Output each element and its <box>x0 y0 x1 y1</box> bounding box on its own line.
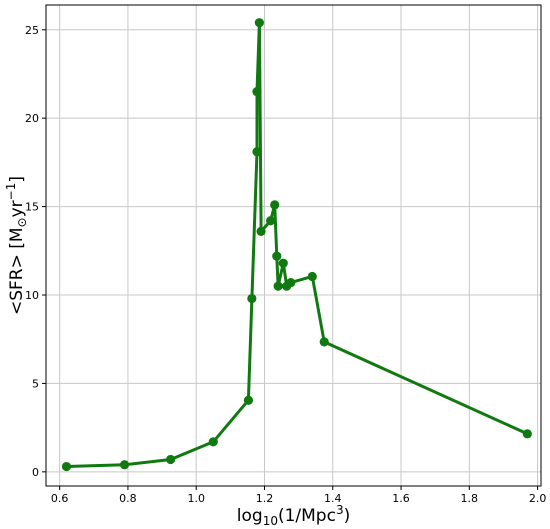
data-point <box>256 226 266 236</box>
y-tick-label: 10 <box>25 289 39 302</box>
x-tick-label: 1.4 <box>324 492 342 505</box>
x-tick-label: 0.8 <box>119 492 137 505</box>
data-point <box>278 258 288 268</box>
y-axis-title: <SFR> [M⊙yr−1] <box>4 176 29 315</box>
data-point <box>208 437 218 447</box>
data-point <box>247 293 257 304</box>
x-tick-label: 1.6 <box>392 492 410 505</box>
data-point <box>119 460 130 470</box>
x-tick-label: 1.8 <box>461 492 479 505</box>
y-title-sub: ⊙ <box>15 217 29 227</box>
data-point <box>252 147 262 157</box>
x-title-sub: 10 <box>263 514 278 528</box>
y-title-post: ] <box>7 176 27 183</box>
x-title-sup: 3 <box>336 503 344 517</box>
data-point <box>286 278 296 288</box>
x-tick-label: 1.0 <box>187 492 205 505</box>
y-tick-label: 5 <box>32 377 39 390</box>
x-title-pre: log <box>237 506 263 526</box>
y-tick-label: 25 <box>25 24 39 37</box>
data-point <box>61 461 72 472</box>
data-point <box>270 200 280 210</box>
data-point <box>307 271 317 282</box>
axis-ticks: 0.6 0.8 1.0 1.2 1.4 1.6 1.8 2.0 0 5 10 15 20 25 <box>25 24 546 505</box>
data-point <box>522 429 532 439</box>
data-point <box>166 454 176 465</box>
plot-frame <box>45 4 542 487</box>
x-axis-title: log10(1/Mpc3) <box>237 503 350 528</box>
data-point <box>243 395 254 405</box>
grid-lines <box>46 5 541 486</box>
y-title-sup: −1 <box>4 183 18 201</box>
data-point <box>252 87 262 97</box>
x-tick-label: 0.6 <box>51 492 69 505</box>
y-tick-label: 20 <box>25 112 39 125</box>
x-tick-label: 1.2 <box>256 492 274 505</box>
y-title-mid: yr <box>7 200 27 217</box>
data-point <box>266 216 276 226</box>
data-point <box>272 251 282 261</box>
y-tick-label: 0 <box>32 466 39 479</box>
data-point <box>254 18 264 28</box>
x-title-mid: (1/Mpc <box>278 506 336 526</box>
x-title-post: ) <box>344 506 351 526</box>
y-title-pre: <SFR> [M <box>7 227 27 315</box>
x-tick-label: 2.0 <box>529 492 547 505</box>
series-line <box>66 21 528 468</box>
series-layer <box>61 18 532 472</box>
y-tick-label: 15 <box>25 201 39 214</box>
data-point <box>273 281 283 291</box>
data-point <box>319 337 329 347</box>
